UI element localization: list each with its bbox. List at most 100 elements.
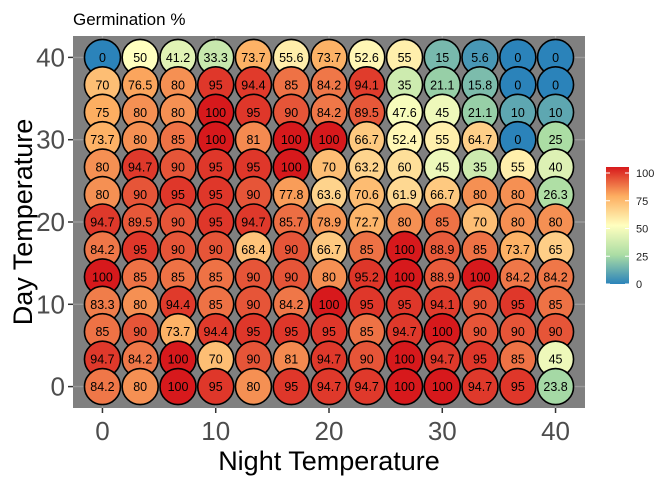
cell-value-label: 100 <box>319 298 340 312</box>
cell-value-label: 81 <box>246 133 260 147</box>
cell-value-label: 80 <box>322 270 336 284</box>
cell-value-label: 70 <box>95 78 109 92</box>
cell-value-label: 90 <box>473 325 487 339</box>
cell-value-label: 100 <box>281 133 302 147</box>
cell-value-label: 70 <box>209 353 223 367</box>
y-tick-label: 20 <box>36 207 65 237</box>
cell-value-label: 65 <box>549 243 563 257</box>
cell-value-label: 77.8 <box>279 188 303 202</box>
legend-tick-label: 75 <box>636 196 648 208</box>
cell-value-label: 80 <box>95 161 109 175</box>
cell-value-label: 90 <box>133 188 147 202</box>
heatmap-cells: 0 50 41.2 33.3 73.7 55.6 73.7 52.6 55 15 5.6 0 0 70 76… <box>83 38 575 406</box>
cell-value-label: 70 <box>322 161 336 175</box>
cell-value-label: 94.1 <box>355 78 379 92</box>
cell-value-label: 100 <box>394 380 415 394</box>
cell-value-label: 90 <box>133 325 147 339</box>
cell-value-label: 10 <box>549 106 563 120</box>
cell-value-label: 89.5 <box>355 106 379 120</box>
cell-value-label: 81 <box>284 353 298 367</box>
cell-value-label: 40 <box>549 161 563 175</box>
y-tick-label: 40 <box>36 42 65 72</box>
cell-value-label: 89.5 <box>128 216 152 230</box>
cell-value-label: 95 <box>209 161 223 175</box>
y-tick-label: 10 <box>36 289 65 319</box>
cell-value-label: 66.7 <box>317 243 341 257</box>
cell-value-label: 95 <box>511 298 525 312</box>
legend-tick-label: 50 <box>636 224 648 236</box>
cell-value-label: 94.7 <box>468 380 492 394</box>
cell-value-label: 94.7 <box>355 380 379 394</box>
cell-value-label: 55 <box>435 133 449 147</box>
cell-value-label: 94.7 <box>241 216 265 230</box>
cell-value-label: 100 <box>319 133 340 147</box>
cell-value-label: 50 <box>133 51 147 65</box>
cell-value-label: 23.8 <box>543 380 567 394</box>
cell-value-label: 100 <box>394 353 415 367</box>
cell-value-label: 85 <box>171 133 185 147</box>
cell-value-label: 63.6 <box>317 188 341 202</box>
cell-value-label: 45 <box>435 161 449 175</box>
cell-value-label: 0 <box>514 133 521 147</box>
heatmap-point <box>83 367 122 406</box>
cell-value-label: 90 <box>284 270 298 284</box>
cell-value-label: 85 <box>171 270 185 284</box>
heatmap-point <box>310 367 348 406</box>
heatmap-point <box>423 367 462 406</box>
cell-value-label: 21.1 <box>430 78 454 92</box>
cell-value-label: 35 <box>398 78 412 92</box>
cell-value-label: 80 <box>246 380 260 394</box>
cell-value-label: 94.4 <box>166 298 190 312</box>
cell-value-label: 95 <box>209 188 223 202</box>
cell-value-label: 100 <box>168 353 189 367</box>
heatmap-point <box>385 367 424 406</box>
cell-value-label: 80 <box>398 216 412 230</box>
cell-value-label: 90 <box>171 216 185 230</box>
cell-value-label: 90 <box>246 188 260 202</box>
cell-value-label: 61.9 <box>392 188 416 202</box>
cell-value-label: 84.2 <box>317 78 341 92</box>
cell-value-label: 66.7 <box>430 188 454 202</box>
cell-value-label: 100 <box>281 161 302 175</box>
x-tick-label: 10 <box>201 416 230 446</box>
cell-value-label: 84.2 <box>90 380 114 394</box>
cell-value-label: 94.7 <box>392 325 416 339</box>
cell-value-label: 100 <box>205 106 226 120</box>
cell-value-label: 45 <box>435 106 449 120</box>
cell-value-label: 95 <box>209 78 223 92</box>
cell-value-label: 85 <box>284 78 298 92</box>
cell-value-label: 94.7 <box>90 353 114 367</box>
cell-value-label: 94.7 <box>430 353 454 367</box>
cell-value-label: 100 <box>92 270 113 284</box>
cell-value-label: 26.3 <box>543 188 567 202</box>
cell-value-label: 95 <box>322 325 336 339</box>
cell-value-label: 84.2 <box>128 353 152 367</box>
heatmap-point <box>499 367 537 406</box>
cell-value-label: 90 <box>284 106 298 120</box>
color-legend: 0 25 50 75 100 <box>606 167 654 291</box>
cell-value-label: 60 <box>398 161 412 175</box>
cell-value-label: 100 <box>205 133 226 147</box>
cell-value-label: 73.7 <box>166 325 190 339</box>
x-axis-ticks: 0 10 20 30 40 <box>95 408 570 446</box>
heatmap-point <box>121 367 159 406</box>
cell-value-label: 90 <box>511 325 525 339</box>
y-tick-label: 30 <box>36 125 65 155</box>
cell-value-label: 80 <box>511 216 525 230</box>
x-tick-label: 40 <box>541 416 570 446</box>
cell-value-label: 80 <box>171 78 185 92</box>
cell-value-label: 100 <box>394 270 415 284</box>
cell-value-label: 83.3 <box>90 298 114 312</box>
cell-value-label: 80 <box>549 216 563 230</box>
legend-tick-label: 0 <box>636 279 642 291</box>
x-tick-label: 20 <box>315 416 344 446</box>
cell-value-label: 80 <box>171 106 185 120</box>
heatmap-point <box>196 367 235 406</box>
cell-value-label: 68.4 <box>241 243 265 257</box>
heatmap-point <box>159 367 197 406</box>
cell-value-label: 95 <box>284 325 298 339</box>
cell-value-label: 80 <box>473 188 487 202</box>
cell-value-label: 95 <box>511 380 525 394</box>
cell-value-label: 0 <box>552 51 559 65</box>
cell-value-label: 100 <box>168 380 189 394</box>
